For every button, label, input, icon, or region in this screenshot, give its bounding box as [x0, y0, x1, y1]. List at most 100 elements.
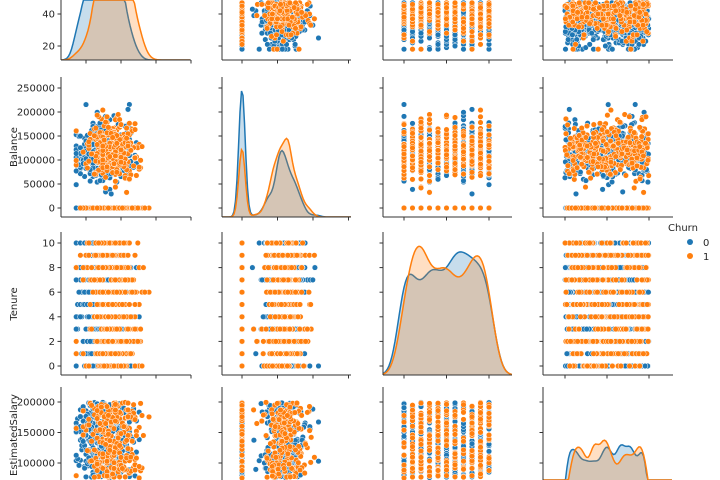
point-churn-1	[586, 20, 593, 27]
point-churn-1	[417, 125, 425, 132]
point-churn-1	[73, 127, 80, 134]
kde-fill-churn-0	[222, 91, 351, 217]
point-churn-0	[292, 41, 299, 48]
point-churn-0	[602, 42, 609, 50]
point-churn-1	[569, 18, 576, 26]
point-churn-1	[417, 119, 425, 126]
point-churn-1	[468, 169, 476, 176]
point-churn-0	[468, 190, 476, 197]
point-churn-1	[451, 0, 459, 6]
point-churn-1	[426, 140, 433, 147]
point-churn-1	[634, 31, 641, 38]
point-churn-1	[131, 126, 139, 133]
point-churn-1	[572, 41, 579, 48]
point-churn-0	[249, 6, 256, 13]
point-churn-1	[468, 46, 476, 53]
point-churn-1	[565, 22, 572, 29]
point-churn-0	[566, 106, 573, 113]
point-churn-1	[136, 164, 143, 171]
point-churn-1	[618, 28, 625, 35]
point-churn-1	[485, 170, 493, 177]
point-churn-0	[561, 174, 569, 181]
point-churn-1	[477, 149, 484, 157]
point-churn-1	[400, 121, 408, 128]
point-churn-1	[92, 125, 99, 132]
point-churn-1	[636, 9, 643, 16]
point-churn-1	[417, 148, 425, 155]
point-churn-1	[477, 204, 484, 212]
point-churn-1	[468, 15, 476, 22]
point-churn-1	[307, 22, 314, 29]
point-churn-0	[73, 167, 80, 175]
point-churn-1	[426, 178, 433, 185]
point-churn-1	[409, 38, 416, 45]
point-churn-1	[451, 143, 459, 150]
point-churn-1	[105, 124, 112, 131]
point-churn-0	[599, 186, 606, 193]
point-churn-1	[123, 189, 130, 196]
point-churn-1	[460, 18, 467, 26]
point-churn-1	[417, 141, 425, 148]
point-churn-1	[88, 150, 95, 157]
point-churn-1	[451, 15, 459, 22]
point-churn-1	[123, 135, 130, 142]
point-churn-1	[127, 147, 134, 154]
point-churn-1	[291, 4, 298, 11]
point-churn-1	[582, 4, 589, 11]
point-churn-0	[256, 46, 263, 53]
point-churn-0	[586, 41, 593, 48]
point-churn-1	[400, 2, 408, 10]
point-churn-1	[434, 9, 442, 16]
y-tick-label: 250000	[17, 84, 55, 95]
point-churn-1	[443, 22, 450, 29]
panel-Age-vs-EstimatedSalary	[561, 0, 652, 53]
point-churn-1	[643, 28, 650, 35]
point-churn-1	[138, 143, 146, 150]
point-churn-1	[274, 15, 281, 22]
point-churn-0	[77, 133, 84, 140]
point-churn-1	[574, 9, 581, 16]
y-tick-label: 50000	[23, 180, 55, 191]
kde-line-churn-1	[222, 137, 351, 217]
point-churn-0	[258, 30, 265, 37]
point-churn-1	[134, 204, 141, 212]
point-churn-1	[623, 9, 630, 16]
point-churn-1	[426, 0, 433, 6]
point-churn-1	[426, 111, 433, 118]
point-churn-1	[409, 1, 416, 8]
point-churn-1	[564, 162, 571, 169]
point-churn-1	[468, 158, 476, 165]
point-churn-1	[112, 184, 119, 191]
point-churn-1	[612, 33, 619, 40]
point-churn-1	[409, 152, 416, 159]
point-churn-0	[619, 188, 626, 195]
point-churn-0	[108, 190, 115, 197]
point-churn-1	[485, 164, 493, 172]
point-churn-1	[409, 15, 416, 22]
point-churn-1	[562, 15, 569, 22]
point-churn-1	[477, 119, 484, 126]
point-churn-1	[287, 31, 295, 38]
point-churn-1	[417, 159, 425, 166]
point-churn-0	[434, 31, 442, 38]
point-churn-0	[400, 101, 408, 108]
point-churn-1	[443, 204, 450, 212]
kde-fill-churn-1	[61, 0, 191, 60]
point-churn-1	[460, 25, 467, 32]
point-churn-1	[129, 204, 136, 212]
point-churn-1	[434, 129, 442, 136]
point-churn-1	[451, 166, 459, 173]
point-churn-1	[417, 22, 425, 29]
point-churn-1	[304, 1, 311, 8]
point-churn-1	[632, 1, 639, 8]
point-churn-1	[426, 116, 433, 123]
point-churn-1	[273, 31, 280, 38]
point-churn-1	[302, 12, 309, 19]
point-churn-1	[426, 126, 433, 134]
point-churn-1	[289, 14, 296, 21]
point-churn-1	[460, 156, 467, 163]
panel-Age-vs-Age	[61, 0, 191, 60]
point-churn-1	[585, 0, 592, 6]
point-churn-1	[434, 22, 442, 29]
point-churn-1	[485, 31, 493, 38]
